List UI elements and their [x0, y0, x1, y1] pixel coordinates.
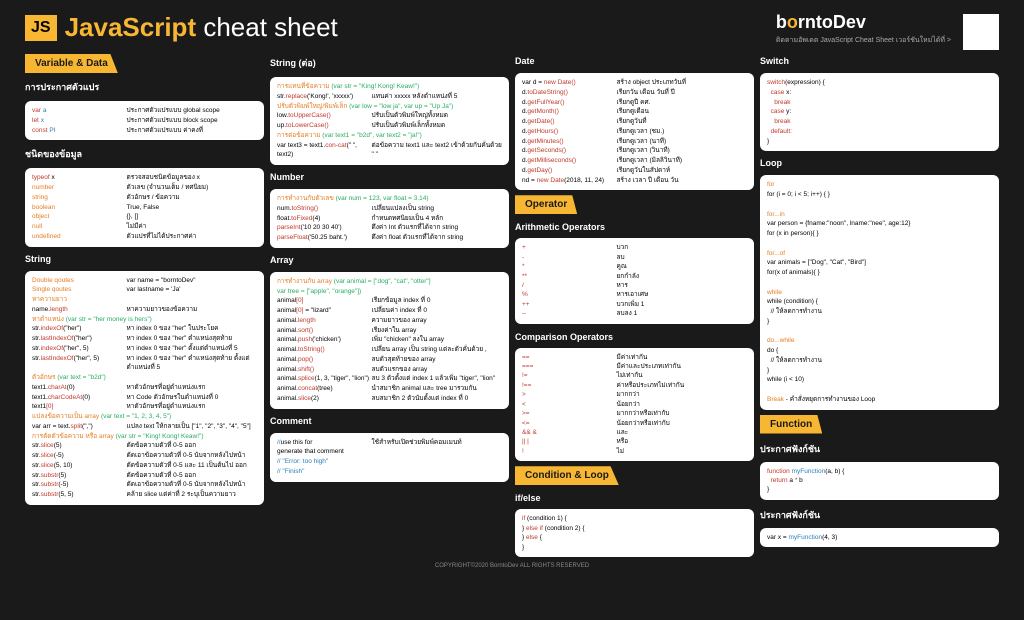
section-variable-data: Variable & Data — [25, 54, 118, 73]
qr-code — [963, 14, 999, 50]
section-function: Function — [760, 415, 822, 434]
sub-loop: Loop — [760, 156, 999, 170]
sub-declare: การประกาศตัวแปร — [25, 78, 264, 96]
sub-number: Number — [270, 170, 509, 184]
col-2: String (ต่อ) การแทนที่ข้อความ (var str =… — [270, 54, 509, 557]
sub-date: Date — [515, 54, 754, 68]
sub-arith: Arithmetic Operators — [515, 219, 754, 233]
logo-area: JS JavaScript cheat sheet — [25, 12, 338, 43]
box-date: var d = new Date()สร้าง object ประเภทวัน… — [515, 73, 754, 190]
box-array: การทำงานกับ array (var animal = ["dog", … — [270, 272, 509, 409]
sub-string: String — [25, 252, 264, 266]
box-string: Double qoutesvar name = "borntoDev"Singl… — [25, 271, 264, 505]
sub-funcdecl: ประกาศฟังก์ชัน — [760, 439, 999, 457]
col-3: Date var d = new Date()สร้าง object ประเ… — [515, 54, 754, 557]
brand-logo: borntoDev — [776, 12, 951, 33]
box-ifelse: if (condition 1) {} else if (condition 2… — [515, 509, 754, 557]
sub-switch: Switch — [760, 54, 999, 68]
box-comment: //use this forใช้สำหรับเปิดช่วยพิมพ์คอมเ… — [270, 433, 509, 482]
page-title: JavaScript cheat sheet — [65, 12, 338, 43]
sub-compare: Comparison Operators — [515, 329, 754, 343]
box-funccall: var x = myFunction(4, 3) — [760, 528, 999, 547]
brand-area: borntoDev ติดตามอัพเดต JavaScript Cheat … — [776, 12, 951, 46]
js-badge: JS — [25, 15, 57, 41]
box-loop: forfor (i = 0; i < 5; i++) { } for...inv… — [760, 175, 999, 409]
sub-comment: Comment — [270, 414, 509, 428]
sub-string-cont: String (ต่อ) — [270, 54, 509, 72]
box-arith: +บวก-ลบ*คูณ**ยกกำลัง/หาร%หารเอาเศษ++บวกเ… — [515, 238, 754, 323]
title-main: JavaScript — [65, 12, 197, 42]
sub-funccall: ประกาศฟังก์ชัน — [760, 505, 999, 523]
box-string2: การแทนที่ข้อความ (var str = "King! Kong!… — [270, 77, 509, 165]
sub-ifelse: if/else — [515, 490, 754, 504]
col-4: Switch switch(expression) { case x: brea… — [760, 54, 999, 557]
header: JS JavaScript cheat sheet borntoDev ติดต… — [25, 12, 999, 46]
box-declare: var aประกาศตัวแปรแบบ global scopelet xปร… — [25, 101, 264, 140]
title-sub: cheat sheet — [203, 12, 337, 42]
tagline: ติดตามอัพเดต JavaScript Cheat Sheet เวอร… — [776, 35, 951, 46]
sub-array: Array — [270, 253, 509, 267]
box-types: typeof xตรวจสอบชนิดข้อมูลของ xnumberตัวเ… — [25, 168, 264, 246]
col-1: Variable & Data การประกาศตัวแปร var aประ… — [25, 54, 264, 557]
footer: COPYRIGHT©2020 BorntoDev ALL RIGHTS RESE… — [25, 563, 999, 569]
box-number: การทำงานกับตัวเลข (var num = 123, var fl… — [270, 189, 509, 248]
section-condloop: Condition & Loop — [515, 466, 619, 485]
columns: Variable & Data การประกาศตัวแปร var aประ… — [25, 54, 999, 557]
box-funcdecl: function myFunction(a, b) { return a * b… — [760, 462, 999, 500]
sub-types: ชนิดของข้อมูล — [25, 145, 264, 163]
box-switch: switch(expression) { case x: break case … — [760, 73, 999, 151]
box-compare: ==มีค่าเท่ากัน===มีค่าและประเภทเท่ากัน!=… — [515, 348, 754, 462]
section-operator: Operator — [515, 195, 577, 214]
